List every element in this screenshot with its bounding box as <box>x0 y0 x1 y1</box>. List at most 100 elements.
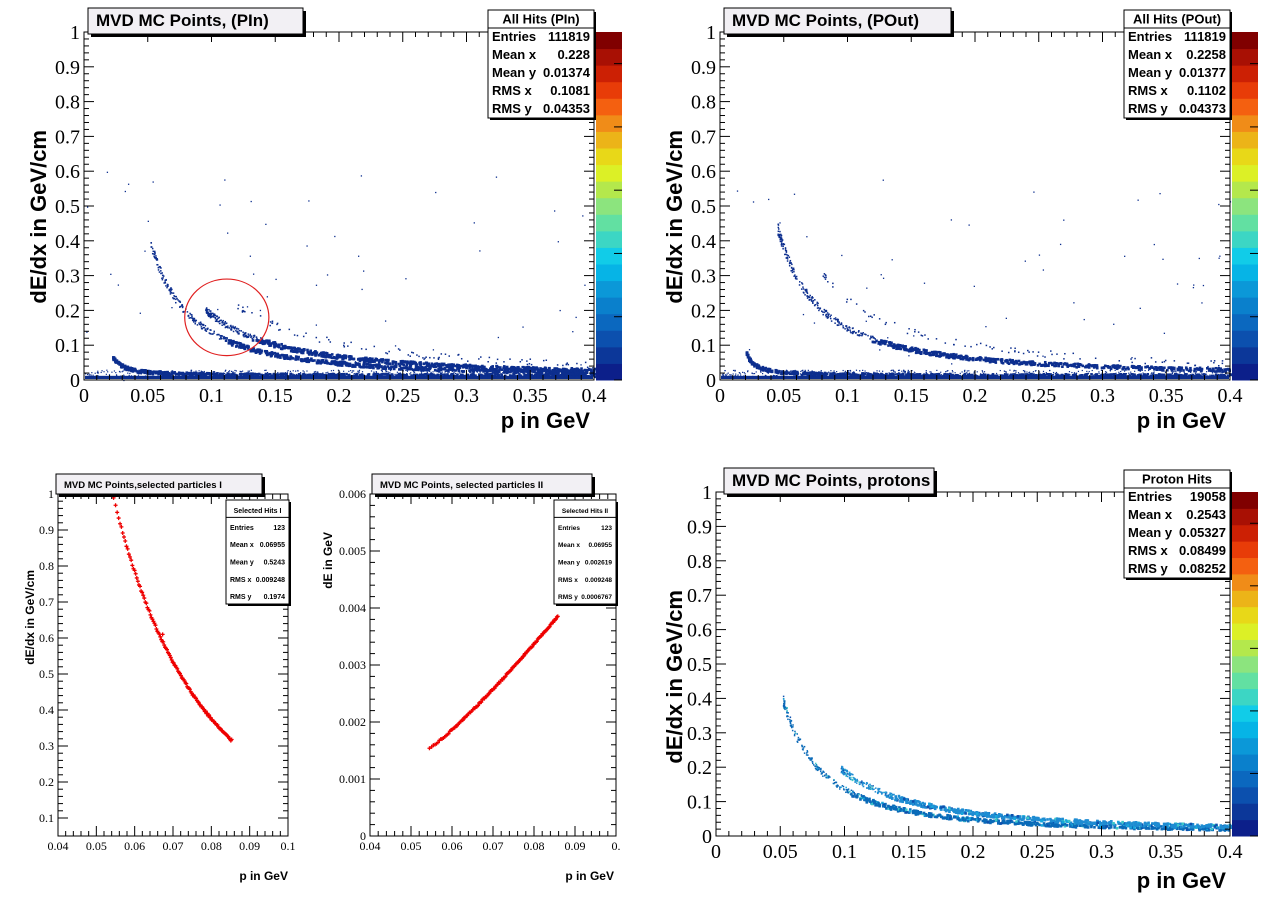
bin <box>1074 373 1078 376</box>
bin <box>753 362 756 366</box>
bin <box>375 371 377 373</box>
bin <box>1003 373 1007 376</box>
bin <box>195 371 198 375</box>
bin <box>301 350 304 353</box>
bin <box>545 371 548 375</box>
bin <box>1056 353 1058 355</box>
bin <box>366 358 370 361</box>
bin <box>295 370 297 372</box>
bin <box>780 233 782 236</box>
bin <box>1029 371 1031 373</box>
bin <box>440 373 443 376</box>
bin <box>556 372 560 375</box>
bin <box>973 371 975 373</box>
bin <box>228 371 230 373</box>
bin <box>135 370 139 373</box>
bin <box>541 369 545 372</box>
bin <box>220 334 223 337</box>
bin <box>1133 373 1136 377</box>
bin <box>241 370 244 372</box>
bin <box>478 373 481 376</box>
bin <box>235 370 237 372</box>
bin <box>544 369 548 373</box>
bin <box>298 347 301 351</box>
bin <box>394 373 396 376</box>
bin <box>251 373 255 377</box>
bin <box>1169 373 1172 376</box>
bin <box>1128 372 1130 374</box>
bin <box>414 365 418 369</box>
bin <box>777 230 780 233</box>
bin <box>836 318 838 321</box>
bin <box>282 372 286 376</box>
bin <box>166 286 168 289</box>
bin <box>191 314 193 316</box>
bin <box>230 344 234 347</box>
bin <box>427 373 431 377</box>
bin <box>890 369 892 372</box>
bin <box>1032 363 1035 366</box>
bin <box>123 374 125 376</box>
bin <box>86 331 88 333</box>
bin <box>559 309 561 312</box>
bin <box>841 372 845 376</box>
bin <box>1200 375 1202 377</box>
bin <box>1227 367 1230 371</box>
bin <box>237 304 240 306</box>
bin <box>892 346 895 350</box>
x-axis-title: p in GeV <box>501 408 591 433</box>
bin <box>834 322 836 324</box>
bin <box>793 268 795 271</box>
bin <box>979 358 982 362</box>
bin <box>219 373 223 377</box>
bin <box>375 358 379 361</box>
bin <box>140 370 143 373</box>
bin <box>424 365 428 369</box>
bin <box>306 245 308 247</box>
bin <box>878 318 881 320</box>
bin <box>1006 373 1009 377</box>
x-tick-label: 0.35 <box>513 385 548 407</box>
bin <box>1038 362 1041 366</box>
bin <box>1054 364 1058 368</box>
bin <box>260 349 263 353</box>
bin <box>217 317 219 320</box>
bin <box>768 367 772 371</box>
bin <box>277 354 281 358</box>
bin <box>212 333 214 335</box>
bin <box>1081 364 1085 368</box>
bin <box>534 373 537 377</box>
bin <box>367 359 370 363</box>
bin <box>201 371 204 375</box>
bin <box>316 361 319 365</box>
bin <box>220 336 222 339</box>
bin <box>272 372 276 376</box>
bin <box>582 215 584 217</box>
bin <box>178 300 181 303</box>
bin <box>97 370 99 372</box>
bin <box>412 352 415 354</box>
bin <box>512 372 514 374</box>
bin <box>807 296 810 298</box>
bin <box>830 372 834 376</box>
bin <box>406 367 409 371</box>
bin <box>246 372 249 375</box>
bin <box>514 368 518 372</box>
bin <box>384 320 387 322</box>
bin <box>323 375 326 379</box>
bin <box>298 350 301 353</box>
bin <box>332 372 336 376</box>
bin <box>341 362 344 366</box>
bin <box>252 347 256 350</box>
bin <box>237 341 240 345</box>
bin <box>1068 371 1071 373</box>
bin <box>1193 369 1196 373</box>
bin <box>291 373 293 375</box>
bin <box>1115 374 1119 377</box>
bin <box>979 342 982 345</box>
bin <box>348 362 352 366</box>
bin <box>1105 371 1108 373</box>
bin <box>943 372 947 376</box>
bin <box>362 366 365 369</box>
bin <box>422 357 424 359</box>
